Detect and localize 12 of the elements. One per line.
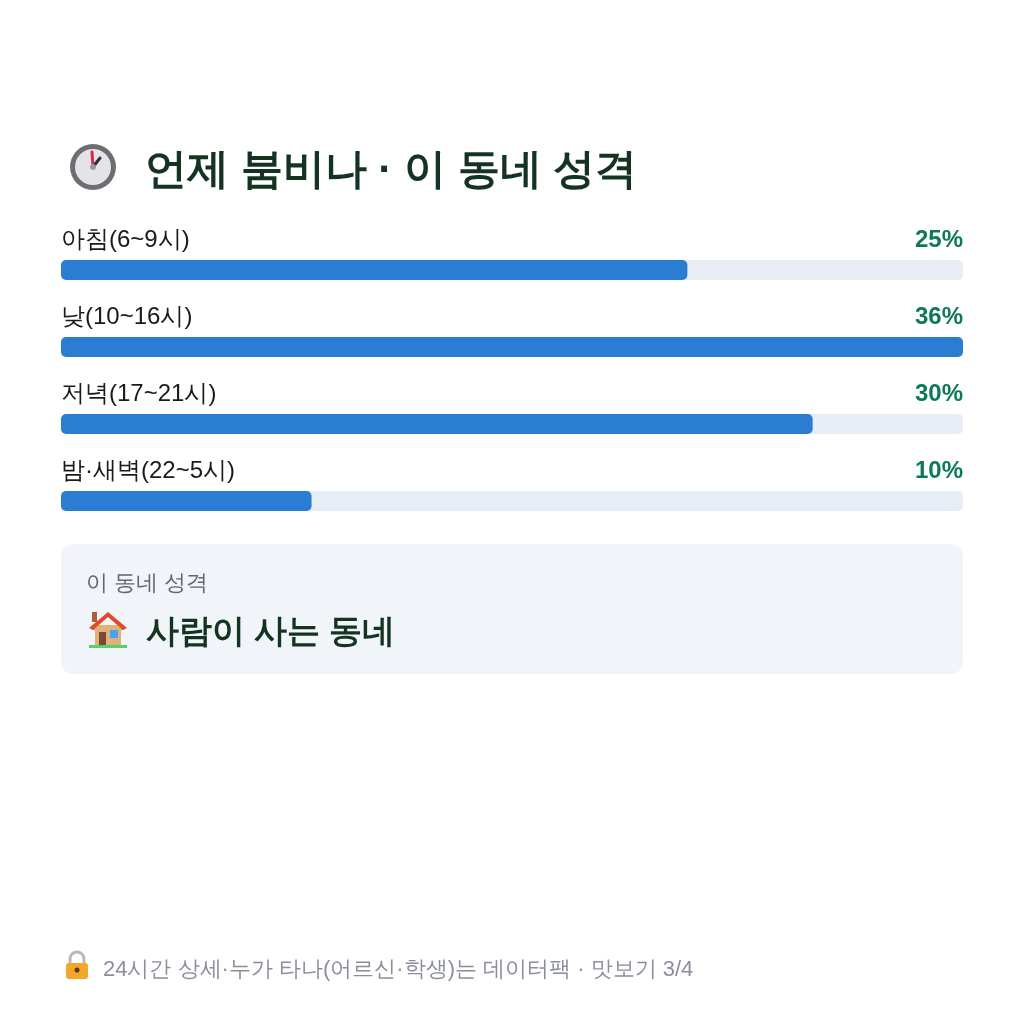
data-label: 36%: [914, 302, 963, 329]
data-label: 30%: [914, 379, 963, 406]
text: 이 동네 성격: [86, 570, 209, 595]
text: 사람이 사는 동네: [146, 612, 396, 649]
y-tick-label: 아침(6~9시): [61, 225, 190, 252]
y-tick-label: 밤·새벽(22~5시): [61, 456, 236, 483]
y-tick-label: 저녁(17~21시): [61, 379, 217, 406]
text: 24시간 상세·누가 타나(어르신·학생)는 데이터팩 · 맛보기 3/4: [103, 956, 694, 981]
y-tick-label: 낮(10~16시): [61, 302, 193, 329]
data-label: 10%: [914, 456, 963, 483]
chart-title: 언제 붐비나 · 이 동네 성격: [145, 145, 638, 192]
data-label: 25%: [914, 225, 963, 252]
